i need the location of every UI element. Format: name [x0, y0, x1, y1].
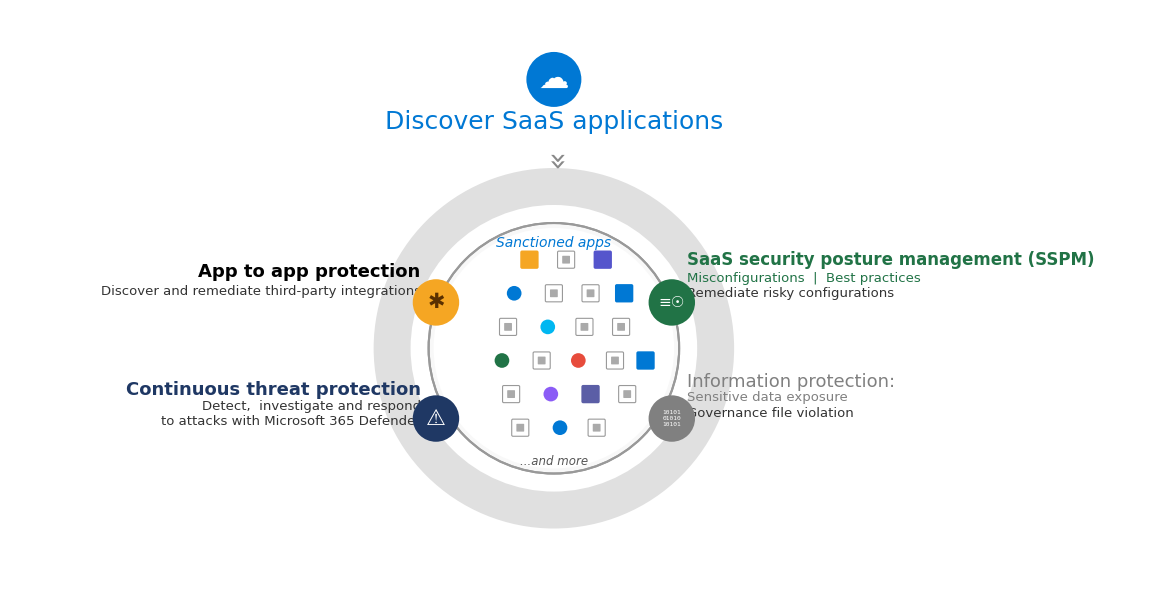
- Circle shape: [494, 353, 510, 368]
- FancyBboxPatch shape: [606, 352, 624, 369]
- Circle shape: [571, 353, 585, 368]
- Circle shape: [648, 279, 695, 326]
- Text: Sensitive data exposure: Sensitive data exposure: [687, 390, 848, 404]
- Text: »: »: [540, 153, 568, 171]
- FancyBboxPatch shape: [611, 357, 619, 364]
- FancyBboxPatch shape: [503, 386, 520, 403]
- FancyBboxPatch shape: [593, 251, 612, 269]
- Text: Sanctioned apps: Sanctioned apps: [497, 236, 611, 250]
- Circle shape: [410, 205, 697, 492]
- Text: Information protection:: Information protection:: [687, 373, 895, 391]
- FancyBboxPatch shape: [637, 351, 654, 370]
- Circle shape: [413, 279, 459, 326]
- FancyBboxPatch shape: [582, 285, 599, 302]
- FancyBboxPatch shape: [562, 256, 570, 263]
- Text: Continuous threat protection: Continuous threat protection: [126, 381, 421, 399]
- Text: Discover SaaS applications: Discover SaaS applications: [385, 110, 723, 134]
- Text: Misconfigurations  |  Best practices: Misconfigurations | Best practices: [687, 271, 921, 285]
- FancyBboxPatch shape: [592, 424, 600, 431]
- Circle shape: [648, 395, 695, 442]
- Text: SaaS security posture management (SSPM): SaaS security posture management (SSPM): [687, 251, 1095, 269]
- Text: Detect,  investigate and respond: Detect, investigate and respond: [202, 400, 421, 414]
- FancyBboxPatch shape: [617, 323, 625, 331]
- FancyBboxPatch shape: [538, 357, 546, 364]
- Circle shape: [413, 395, 459, 442]
- FancyBboxPatch shape: [504, 323, 512, 331]
- Circle shape: [373, 168, 735, 529]
- Text: ...and more: ...and more: [520, 455, 588, 468]
- FancyBboxPatch shape: [517, 424, 525, 431]
- Circle shape: [507, 286, 521, 301]
- Text: ✱: ✱: [427, 293, 444, 312]
- Text: ☁: ☁: [539, 65, 569, 94]
- FancyBboxPatch shape: [624, 390, 631, 398]
- FancyBboxPatch shape: [581, 323, 589, 331]
- FancyBboxPatch shape: [512, 419, 529, 436]
- Text: 10101
01010
10101: 10101 01010 10101: [662, 410, 681, 427]
- Text: App to app protection: App to app protection: [198, 263, 421, 281]
- Text: ⚠: ⚠: [426, 409, 445, 428]
- Circle shape: [553, 420, 568, 435]
- FancyBboxPatch shape: [582, 385, 599, 403]
- FancyBboxPatch shape: [619, 386, 635, 403]
- Text: Remediate risky configurations: Remediate risky configurations: [687, 287, 894, 301]
- FancyBboxPatch shape: [614, 284, 633, 302]
- FancyBboxPatch shape: [586, 290, 595, 297]
- FancyBboxPatch shape: [612, 318, 630, 335]
- Text: ≡☉: ≡☉: [659, 295, 684, 310]
- Text: Governance file violation: Governance file violation: [687, 406, 854, 420]
- Circle shape: [543, 387, 559, 401]
- FancyBboxPatch shape: [588, 419, 605, 436]
- FancyBboxPatch shape: [520, 251, 539, 269]
- Circle shape: [526, 52, 582, 107]
- Text: Discover and remediate third-party integrations: Discover and remediate third-party integ…: [100, 285, 421, 298]
- FancyBboxPatch shape: [557, 251, 575, 268]
- Circle shape: [434, 228, 674, 469]
- Circle shape: [540, 320, 555, 334]
- FancyBboxPatch shape: [576, 318, 593, 335]
- FancyBboxPatch shape: [546, 285, 562, 302]
- Text: to attacks with Microsoft 365 Defender: to attacks with Microsoft 365 Defender: [161, 415, 421, 428]
- FancyBboxPatch shape: [499, 318, 517, 335]
- Circle shape: [429, 223, 679, 474]
- FancyBboxPatch shape: [533, 352, 550, 369]
- FancyBboxPatch shape: [507, 390, 515, 398]
- FancyBboxPatch shape: [550, 290, 557, 297]
